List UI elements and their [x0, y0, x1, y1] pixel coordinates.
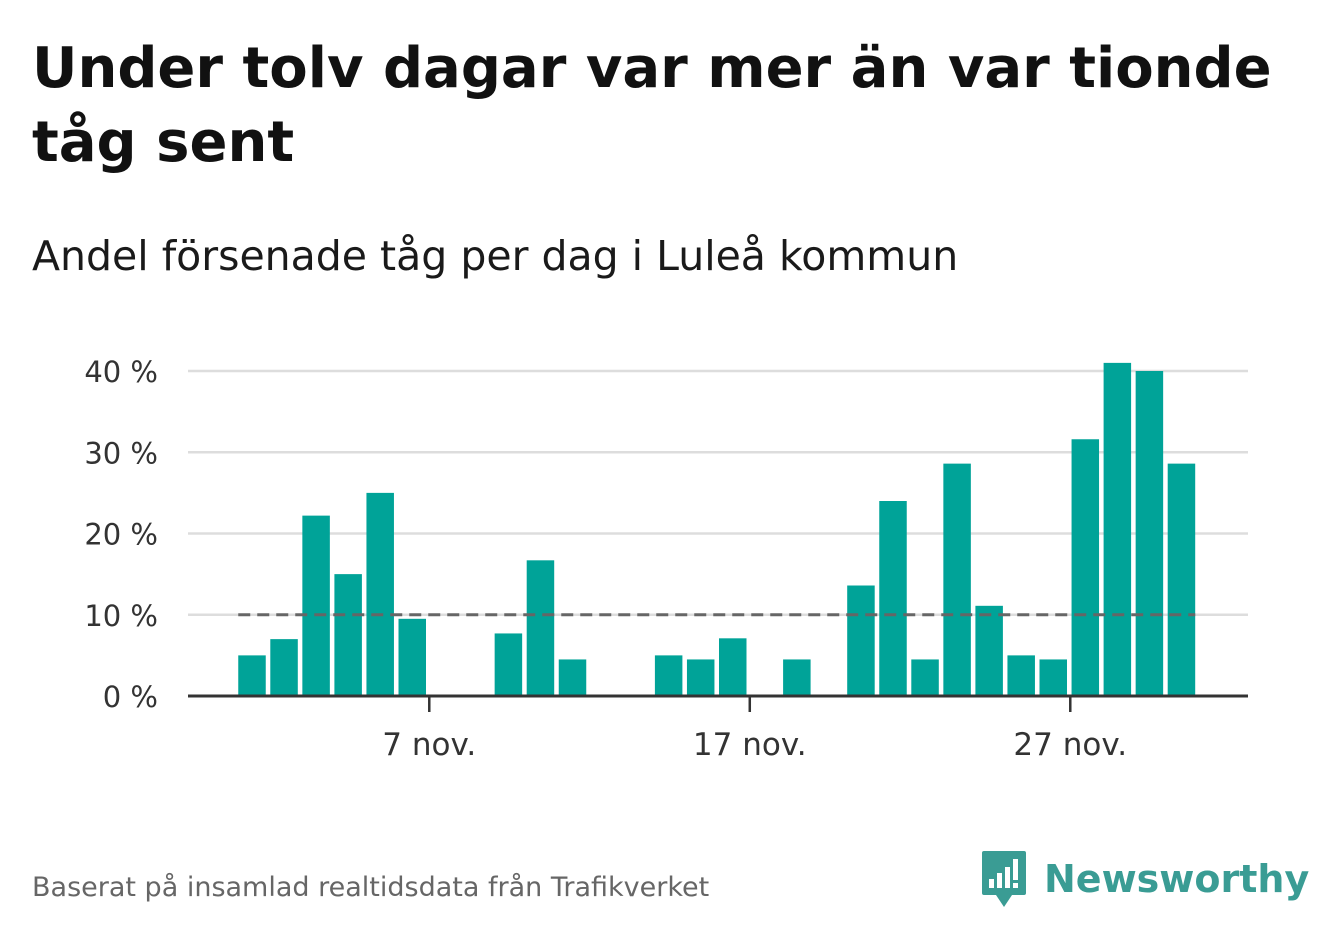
bar — [366, 492, 394, 696]
bar — [1103, 362, 1132, 696]
bar — [238, 655, 266, 696]
bar — [302, 515, 330, 696]
bar — [558, 659, 587, 696]
bar — [847, 585, 875, 696]
bar — [911, 659, 939, 696]
bar — [943, 463, 971, 696]
y-tick-label: 20 % — [84, 518, 158, 552]
bar — [719, 638, 747, 696]
bar — [975, 605, 1003, 696]
x-tick-label: 27 nov. — [1013, 727, 1127, 763]
brand-name: Newsworthy — [1044, 857, 1310, 901]
newsworthy-logo-icon — [982, 851, 1026, 907]
y-tick-label: 30 % — [84, 436, 158, 470]
bar-chart: 0 % 10 % 20 % 30 % 40 % 7 nov. 17 nov. 27 nov. — [84, 355, 1248, 763]
bar — [334, 574, 362, 696]
chart-subtitle: Andel försenade tåg per dag i Luleå komm… — [32, 232, 959, 280]
bar — [783, 659, 811, 696]
bar — [1039, 659, 1067, 696]
bar — [879, 501, 907, 696]
bar — [526, 560, 555, 696]
bar — [494, 633, 523, 696]
y-tick-label: 0 % — [103, 680, 158, 714]
y-tick-label: 10 % — [84, 599, 158, 633]
bar — [1007, 655, 1035, 696]
bar — [1167, 463, 1196, 696]
brand: Newsworthy — [980, 848, 1309, 910]
y-tick-label: 40 % — [84, 355, 158, 389]
x-tick-label: 17 nov. — [693, 727, 807, 763]
source-note: Baserat på insamlad realtidsdata från Tr… — [32, 872, 710, 903]
bar — [398, 618, 426, 696]
x-tick-label: 7 nov. — [382, 727, 476, 763]
bar — [1135, 371, 1164, 696]
bar — [654, 655, 683, 696]
bar — [270, 639, 298, 696]
bar — [686, 659, 715, 696]
chart-title: Under tolv dagar var mer än var tionde t… — [32, 36, 1272, 175]
bar — [1071, 439, 1100, 696]
